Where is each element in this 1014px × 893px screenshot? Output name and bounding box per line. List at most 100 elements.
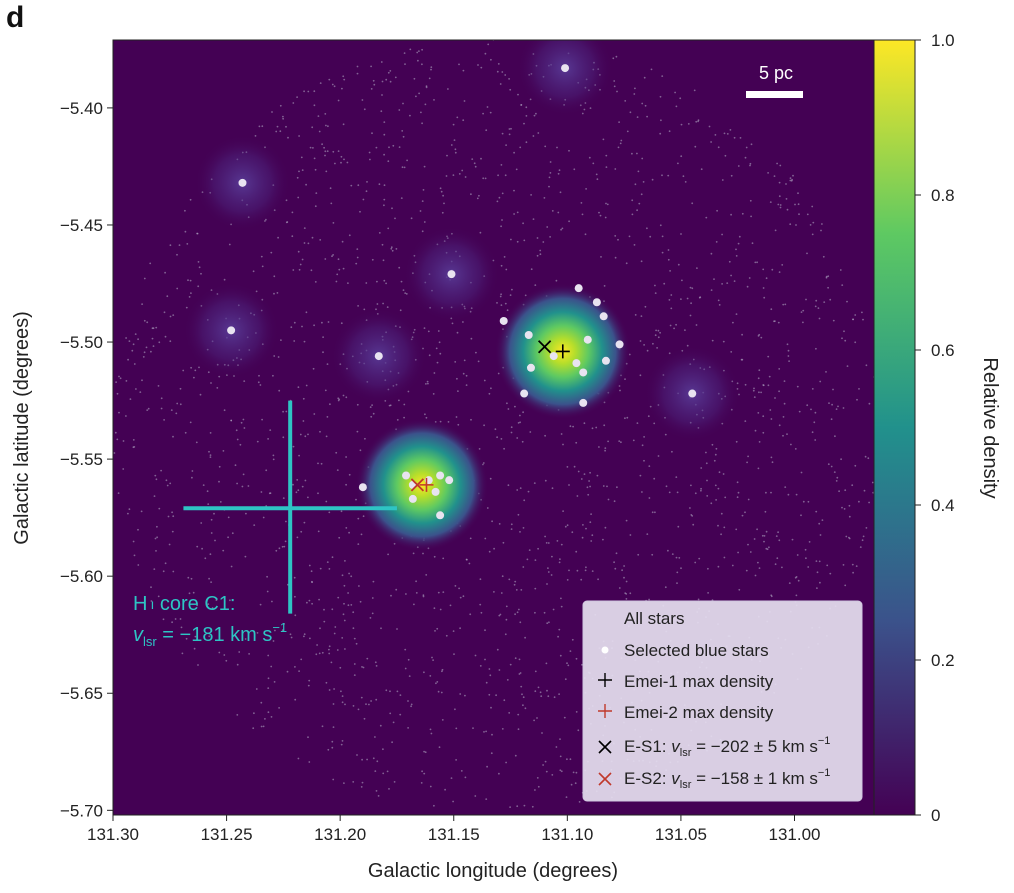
field-star: [589, 521, 592, 524]
field-star: [490, 706, 492, 709]
field-star: [264, 718, 266, 720]
field-star: [757, 561, 759, 564]
field-star: [187, 279, 189, 282]
field-star: [182, 369, 185, 372]
field-star: [838, 490, 840, 493]
field-star: [515, 589, 518, 591]
field-star: [827, 463, 830, 466]
field-star: [795, 493, 798, 496]
field-star: [483, 379, 486, 382]
field-star: [290, 636, 293, 639]
field-star: [410, 217, 413, 220]
field-star: [751, 242, 754, 245]
field-star: [300, 156, 303, 159]
field-star: [445, 175, 448, 177]
field-star: [722, 340, 725, 343]
field-star: [375, 146, 378, 149]
field-star: [559, 191, 562, 194]
field-star: [773, 320, 775, 323]
blue-star: [374, 352, 383, 361]
field-star: [778, 539, 781, 542]
field-star: [527, 490, 530, 493]
field-star: [289, 633, 292, 636]
field-star: [814, 305, 817, 308]
field-star: [328, 648, 330, 651]
field-star: [372, 79, 375, 82]
field-star: [546, 622, 549, 625]
field-star: [547, 695, 550, 698]
blue-star: [524, 331, 533, 340]
field-star: [842, 407, 845, 409]
field-star: [716, 209, 718, 212]
field-star: [482, 177, 485, 180]
field-star: [637, 170, 640, 173]
field-star: [141, 303, 144, 305]
field-star: [164, 271, 167, 274]
field-star: [307, 684, 310, 687]
field-star: [736, 481, 739, 484]
field-star: [646, 349, 649, 352]
field-star: [421, 230, 424, 233]
field-star: [518, 608, 520, 611]
field-star: [700, 489, 702, 492]
blue-star: [549, 352, 558, 361]
field-star: [568, 220, 570, 223]
field-star: [194, 635, 197, 638]
field-star: [176, 402, 179, 405]
field-star: [710, 289, 713, 291]
field-star: [331, 608, 334, 611]
field-star: [754, 574, 757, 577]
field-star: [303, 227, 306, 230]
field-star: [225, 659, 228, 662]
field-star: [479, 231, 482, 234]
field-star: [298, 170, 300, 173]
field-star: [330, 661, 333, 664]
blue-star: [561, 64, 570, 73]
field-star: [421, 122, 423, 125]
field-star: [307, 433, 309, 436]
field-star: [670, 294, 673, 296]
field-star: [638, 202, 641, 205]
field-star: [602, 138, 605, 141]
field-star: [330, 202, 333, 205]
field-star: [604, 449, 606, 452]
field-star: [393, 781, 396, 783]
field-star: [798, 410, 801, 413]
field-star: [244, 555, 247, 558]
field-star: [694, 561, 697, 564]
field-star: [581, 663, 583, 666]
field-star: [825, 275, 828, 278]
field-star: [201, 547, 204, 550]
field-star: [676, 571, 679, 574]
field-star: [820, 229, 822, 232]
field-star: [762, 415, 765, 418]
field-star: [625, 519, 628, 522]
field-star: [342, 267, 345, 270]
field-star: [559, 654, 562, 657]
field-star: [504, 302, 507, 305]
field-star: [555, 279, 558, 282]
legend-es2-swatch: [598, 772, 612, 786]
field-star: [343, 619, 346, 622]
field-star: [539, 249, 542, 252]
field-star: [319, 239, 322, 241]
field-star: [150, 350, 152, 353]
field-star: [643, 459, 645, 462]
field-star: [584, 569, 587, 572]
field-star: [436, 627, 439, 630]
field-star: [299, 433, 302, 436]
field-star: [513, 213, 515, 215]
field-star: [248, 653, 251, 655]
field-star: [617, 146, 620, 149]
field-star: [690, 514, 693, 516]
field-star: [521, 693, 523, 696]
field-star: [794, 203, 796, 206]
field-star: [830, 465, 833, 468]
field-star: [747, 455, 749, 458]
field-star: [585, 527, 587, 530]
field-star: [381, 80, 384, 83]
field-star: [353, 674, 356, 676]
field-star: [303, 635, 305, 638]
blue-star: [592, 298, 601, 307]
field-star: [366, 181, 368, 183]
